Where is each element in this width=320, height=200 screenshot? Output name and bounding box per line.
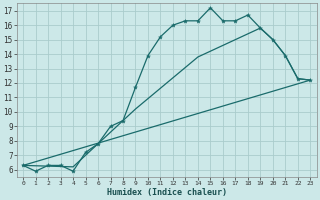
X-axis label: Humidex (Indice chaleur): Humidex (Indice chaleur)	[107, 188, 227, 197]
